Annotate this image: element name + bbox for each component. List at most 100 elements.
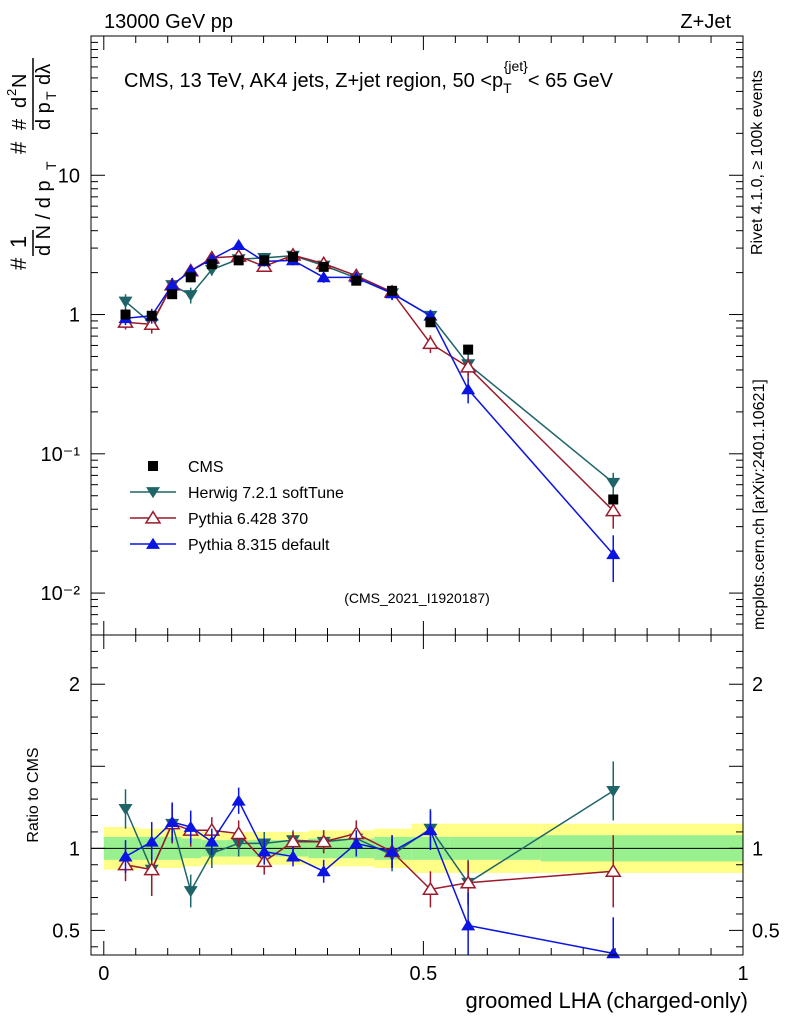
legend-marker-0: [146, 487, 160, 499]
x-axis-label: groomed LHA (charged-only): [466, 988, 748, 1013]
series-2-point: [165, 278, 180, 290]
ratio-y-tick-label-right: 0.5: [752, 920, 780, 942]
series-1-point: [604, 503, 622, 517]
series-1-ratio-point: [315, 834, 333, 848]
series-2-line: [125, 244, 614, 555]
analysis-id: (CMS_2021_I1920187): [344, 590, 490, 606]
series-1-ratio-point: [143, 861, 161, 876]
header-right: Z+Jet: [680, 11, 731, 33]
ratio-y-axis-label: Ratio to CMS: [25, 747, 42, 842]
main-series: [117, 238, 622, 583]
cms-data-point: [146, 310, 157, 321]
svg-text:1: 1: [6, 236, 31, 248]
svg-text:N: N: [9, 74, 31, 88]
svg-text:dλ: dλ: [33, 64, 55, 85]
series-0-ratio-point: [183, 886, 198, 898]
series-0-point: [183, 290, 198, 302]
series-1-point: [143, 316, 161, 331]
cms-data-point: [167, 289, 178, 300]
ratio-y-tick-label-right: 2: [752, 674, 763, 696]
series-2-ratio-point: [349, 837, 364, 849]
series-2-ratio-point: [423, 823, 438, 836]
svg-text:T: T: [43, 161, 59, 170]
ratio-y-tick-label: 2: [69, 674, 80, 696]
series-1-point: [459, 359, 477, 373]
cms-data-point: [463, 344, 474, 355]
cms-data-point: [387, 285, 398, 296]
series-2-point: [606, 547, 621, 560]
series-2-ratio-point: [316, 865, 331, 877]
header-left: 13000 GeV pp: [104, 11, 233, 33]
mcplots-label: mcplots.cern.ch [arXiv:2401.10621]: [751, 379, 768, 630]
series-2-ratio-point: [183, 820, 198, 832]
series-2-ratio-point: [461, 919, 476, 931]
cms-data-point: [608, 494, 619, 505]
ratio-y-tick-label: 0.5: [52, 920, 80, 942]
series-2-point: [231, 238, 246, 251]
svg-text:#: #: [9, 118, 31, 130]
legend-label-2: Pythia 8.315 default: [188, 537, 330, 554]
legend-label-0: Herwig 7.2.1 softTune: [188, 485, 344, 502]
main-axis-ticks: 10⁻² 10⁻¹ 1 10: [41, 36, 744, 636]
svg-text:d N / d p: d N / d p: [33, 180, 55, 256]
chart-title: CMS, 13 TeV, AK4 jets, Z+jet region, 50 …: [124, 58, 614, 96]
svg-text:T: T: [43, 91, 59, 100]
x-tick-label: 1: [737, 963, 748, 985]
series-2-ratio-point: [118, 850, 133, 862]
cms-data-point: [287, 251, 298, 262]
series-1-ratio-point: [422, 881, 439, 896]
series-0-point: [606, 477, 621, 490]
ratio-y-tick-label-right: 1: [752, 838, 763, 860]
legend-marker-1: [144, 510, 162, 524]
series-0-point: [118, 296, 133, 308]
cms-data-point: [425, 317, 436, 328]
x-tick-label: 0.5: [409, 963, 437, 985]
legend: CMS Herwig 7.2.1 softTune Pythia 6.428 370…: [130, 459, 344, 554]
cms-data-point: [233, 255, 244, 266]
x-tick-label: 0: [98, 963, 109, 985]
main-y-tick-label: 1: [69, 305, 80, 327]
series-2-ratio-point: [257, 845, 272, 857]
series-1-ratio-point: [604, 863, 622, 877]
main-y-tick-label: 10⁻¹: [41, 444, 81, 466]
ratio-series: [117, 761, 622, 959]
legend-label-cms: CMS: [188, 459, 224, 476]
series-0-ratio-point: [606, 785, 621, 798]
cms-data-point: [206, 259, 217, 270]
series-1-ratio-point: [230, 825, 248, 840]
series-2-ratio-point: [385, 845, 400, 857]
legend-marker-2: [146, 537, 160, 549]
series-1-point: [422, 335, 439, 350]
legend-label-1: Pythia 6.428 370: [188, 511, 308, 528]
series-2-ratio-point: [204, 835, 219, 847]
series-2-ratio-point: [285, 850, 300, 862]
ratio-y-tick-label: 1: [69, 838, 80, 860]
main-y-tick-label: 10⁻²: [41, 583, 81, 605]
cms-data-point: [120, 309, 131, 320]
series-0-ratio-point: [118, 804, 133, 816]
cms-data-point: [259, 255, 270, 266]
cms-data-point: [351, 275, 362, 286]
series-2-ratio-point: [144, 835, 159, 847]
rivet-label: Rivet 4.1.0, ≥ 100k events: [749, 70, 766, 255]
svg-text:#: #: [6, 141, 31, 154]
series-0-line: [125, 254, 614, 484]
svg-text:#: #: [6, 257, 31, 270]
svg-text:d: d: [9, 97, 31, 108]
ratio-frame: [90, 634, 744, 956]
cms-data-point: [185, 272, 196, 283]
series-2-ratio-point: [165, 815, 180, 827]
series-1-ratio-point: [284, 834, 302, 848]
cms-data-point: [318, 261, 329, 272]
ratio-axis-ticks: 0 0.5 10.5 0.51 12 2: [52, 634, 780, 985]
series-2-point: [461, 383, 476, 395]
main-y-tick-label: 10: [58, 165, 80, 187]
svg-text:d p: d p: [33, 102, 55, 130]
series-2-ratio-point: [231, 794, 246, 806]
legend-marker-cms: [148, 461, 158, 471]
series-2-point: [316, 271, 331, 283]
svg-text:2: 2: [4, 89, 19, 96]
series-1-ratio-point: [459, 875, 477, 889]
main-y-axis-label: # 1 d N / d p T # # d 2 N d p T dλ: [4, 58, 59, 270]
